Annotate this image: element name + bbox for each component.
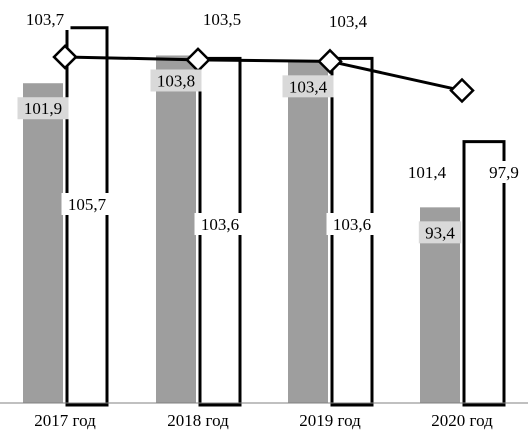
line-series bbox=[64, 55, 463, 92]
label-white-4: 97,9 bbox=[482, 161, 526, 183]
label-grey-4: 93,4 bbox=[418, 221, 462, 244]
line-marker-1 bbox=[52, 44, 78, 70]
label-white-4-text: 97,9 bbox=[489, 163, 519, 182]
label-white-2-text: 103,6 bbox=[201, 215, 239, 234]
x-tick-label-1: 2017 год bbox=[34, 411, 96, 430]
label-grey-2-text: 103,8 bbox=[157, 71, 195, 90]
label-grey-4-text: 93,4 bbox=[425, 223, 455, 242]
label-white-3-bg bbox=[326, 213, 378, 235]
label-white-2: 103,6 bbox=[194, 213, 246, 235]
label-white-3-text: 103,6 bbox=[333, 215, 371, 234]
line-marker-3 bbox=[317, 48, 343, 75]
label-grey-1-text: 101,9 bbox=[24, 99, 62, 118]
label-line-1: 103,7 bbox=[19, 8, 71, 30]
bar-grey-1 bbox=[23, 83, 63, 403]
label-line-3: 103,4 bbox=[322, 10, 374, 32]
label-grey-3-text: 103,4 bbox=[289, 77, 328, 96]
x-tick-label-4: 2020 год bbox=[431, 411, 493, 430]
labels-layer: 101,9 103,8 103,4 93,4 105,7 103,6 103,6 97,9 10… bbox=[17, 8, 526, 244]
label-grey-4-bg bbox=[418, 221, 462, 244]
label-grey-1-bg bbox=[17, 97, 69, 120]
label-white-3: 103,6 bbox=[326, 213, 378, 235]
label-white-1-text: 105,7 bbox=[68, 195, 107, 214]
label-line-2: 103,5 bbox=[196, 8, 248, 30]
label-grey-2: 103,8 bbox=[150, 69, 202, 92]
label-white-1: 105,7 bbox=[61, 193, 113, 215]
label-line-4-text: 101,4 bbox=[408, 163, 447, 182]
x-tick-label-2: 2018 год bbox=[167, 411, 229, 430]
label-white-1-bg bbox=[61, 193, 113, 215]
axis-layer: 2017 год 2018 год 2019 год 2020 год bbox=[0, 402, 528, 430]
bar-grey-3 bbox=[288, 61, 328, 404]
x-tick-label-3: 2019 год bbox=[299, 411, 361, 430]
label-line-3-bg bbox=[322, 10, 374, 32]
label-white-2-bg bbox=[194, 213, 246, 235]
label-line-2-bg bbox=[196, 8, 248, 30]
label-grey-2-bg bbox=[150, 69, 202, 92]
label-grey-3: 103,4 bbox=[282, 75, 334, 98]
bar-white-1 bbox=[65, 26, 109, 407]
label-line-1-bg bbox=[19, 8, 71, 30]
bar-grey-2 bbox=[156, 55, 196, 404]
label-line-4-bg bbox=[401, 161, 453, 183]
line-marker-4 bbox=[449, 77, 475, 104]
label-line-3-text: 103,4 bbox=[329, 12, 368, 31]
label-line-1-text: 103,7 bbox=[26, 10, 65, 29]
label-white-4-bg bbox=[482, 161, 526, 183]
label-grey-1: 101,9 bbox=[17, 97, 69, 120]
label-line-2-text: 103,5 bbox=[203, 10, 241, 29]
bar-white-4 bbox=[462, 140, 506, 407]
line-layer bbox=[52, 44, 475, 104]
label-grey-3-bg bbox=[282, 75, 334, 98]
label-line-4: 101,4 bbox=[401, 161, 453, 183]
